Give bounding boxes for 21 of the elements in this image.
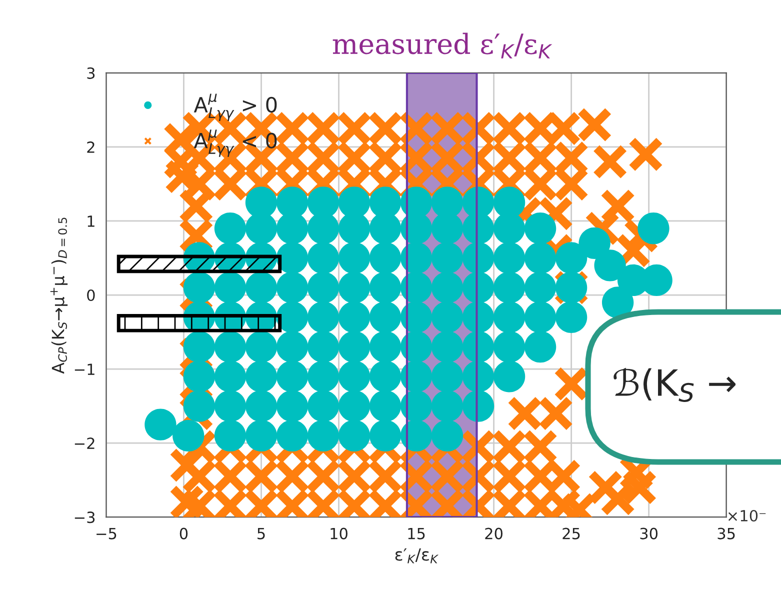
x-tick-label: 15 (408, 528, 425, 540)
y-tick-label: 1 (88, 216, 94, 227)
y-tick-label: 0 (87, 289, 95, 302)
x-tick-label: 10 (330, 528, 348, 540)
x-tick-label: −5 (96, 528, 116, 540)
band-label: measured ε′$_{K}$/ε$_{K}$ (332, 32, 552, 58)
text: ×10⁻ (728, 510, 766, 522)
y-tick-label: −3 (74, 512, 95, 524)
x-tick-label: 5 (258, 528, 265, 540)
x-tick-label: 35 (718, 528, 735, 540)
x-tick-label: 30 (640, 528, 658, 540)
y-tick-label: 3 (87, 67, 95, 79)
y-tick-label: −1 (74, 364, 94, 375)
x-tick-label: 25 (562, 528, 580, 540)
text: A$_{CP}$(K$_{S}$→μ$^{+}$μ$^{−}$)$_{D=0.5}$ (50, 218, 68, 374)
x-axis-title: ε′$_{K}$/ε$_{K}$ (395, 548, 439, 564)
y-tick-label: −2 (74, 438, 94, 449)
y-tick-label: 2 (87, 141, 94, 153)
annotation: ℬ(K$_{S}$ → (614, 368, 736, 402)
x-tick-label: 0 (180, 528, 188, 540)
x-tick-label: 20 (485, 528, 502, 540)
